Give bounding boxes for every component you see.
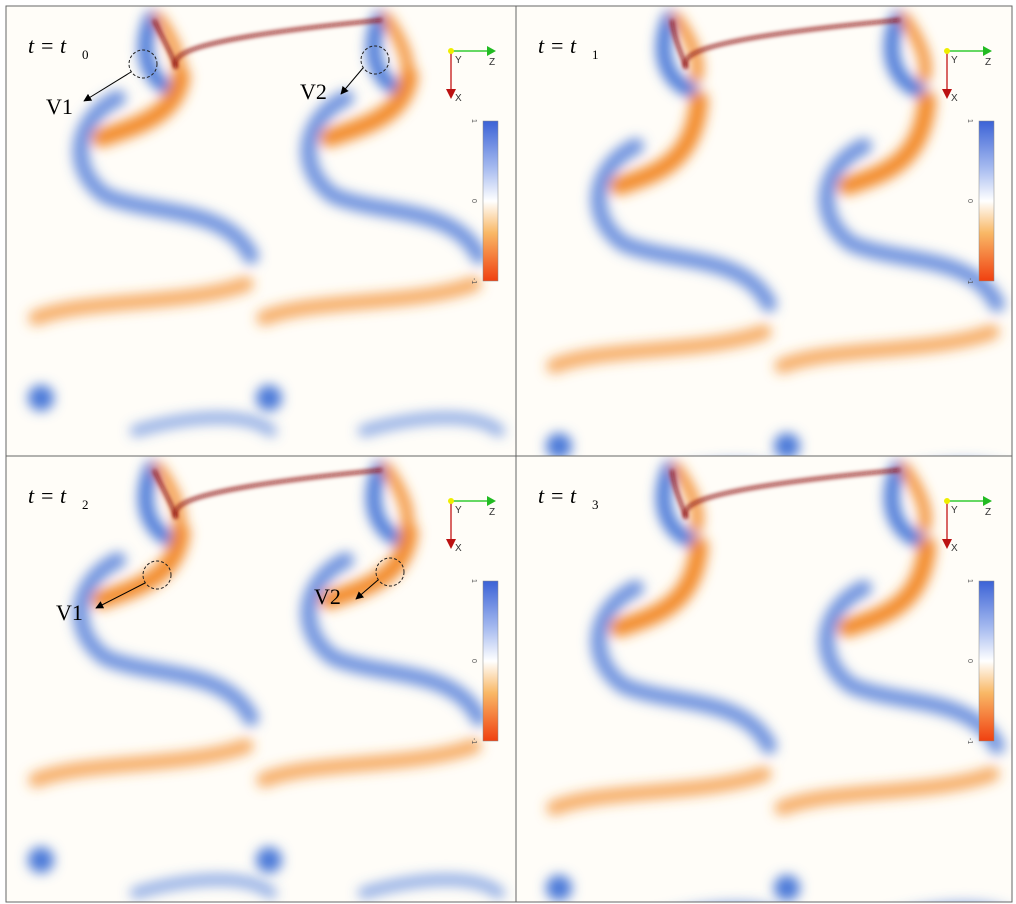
triad-x-label: X [951, 543, 958, 554]
triad-y-label: Y [951, 505, 958, 516]
vorticity-field [516, 6, 1016, 479]
panel: t = t 1 Y Z X 1 0 -1 [516, 6, 1016, 479]
blue-blob [774, 875, 800, 901]
time-subscript: 3 [592, 497, 599, 512]
colorbar [483, 581, 498, 741]
colorbar-label: -1 [966, 738, 973, 744]
panel: t = t 3 Y Z X 1 0 -1 [516, 456, 1016, 904]
panel: t = t 0 V1 V2 Y Z X 1 0 -1 [6, 6, 516, 456]
colorbar [979, 581, 994, 741]
blue-blob [28, 847, 54, 873]
panel-bg [516, 456, 1012, 902]
panel: t = t 2 V1 V2 Y Z X 1 0 -1 [6, 456, 516, 902]
colorbar-label: -1 [470, 278, 477, 284]
vortex-label: V2 [300, 79, 327, 104]
vortex-label: V2 [314, 584, 341, 609]
colorbar-label: 1 [470, 579, 477, 583]
time-subscript: 1 [592, 47, 599, 62]
blue-blob [28, 385, 54, 411]
blue-blob [546, 433, 572, 459]
colorbar-label: -1 [966, 278, 973, 284]
blue-blob [774, 433, 800, 459]
time-label: t = t [28, 483, 67, 508]
time-label: t = t [538, 33, 577, 58]
triad-origin [944, 498, 950, 504]
time-label: t = t [538, 483, 577, 508]
vortex-label: V1 [46, 94, 73, 119]
triad-origin [448, 498, 454, 504]
vortex-label: V1 [56, 600, 83, 625]
triad-origin [448, 48, 454, 54]
triad-origin [944, 48, 950, 54]
colorbar-label: 0 [966, 659, 973, 663]
panel-bg [516, 6, 1012, 456]
colorbar-label: 1 [966, 119, 973, 123]
time-subscript: 0 [82, 47, 89, 62]
blue-blob [256, 385, 282, 411]
triad-z-label: Z [489, 507, 495, 518]
triad-z-label: Z [489, 57, 495, 68]
figure: t = t 0 V1 V2 Y Z X 1 0 -1 t = t 1 Y Z X 1 0 -1 t = t 2 V1 V2… [0, 0, 1016, 904]
vorticity-field [516, 456, 1016, 904]
colorbar-label: 0 [470, 659, 477, 663]
blue-blob [256, 847, 282, 873]
colorbar [483, 121, 498, 281]
colorbar-label: 0 [470, 199, 477, 203]
triad-y-label: Y [455, 505, 462, 516]
colorbar [979, 121, 994, 281]
triad-x-label: X [455, 93, 462, 104]
vorticity-field [6, 6, 516, 456]
time-subscript: 2 [82, 497, 89, 512]
time-label: t = t [28, 33, 67, 58]
triad-x-label: X [455, 543, 462, 554]
colorbar-label: 0 [966, 199, 973, 203]
blue-blob [546, 875, 572, 901]
colorbar-label: 1 [470, 119, 477, 123]
triad-z-label: Z [985, 57, 991, 68]
colorbar-label: 1 [966, 579, 973, 583]
triad-y-label: Y [951, 55, 958, 66]
triad-z-label: Z [985, 507, 991, 518]
vorticity-field [6, 456, 516, 902]
triad-x-label: X [951, 93, 958, 104]
triad-y-label: Y [455, 55, 462, 66]
colorbar-label: -1 [470, 738, 477, 744]
